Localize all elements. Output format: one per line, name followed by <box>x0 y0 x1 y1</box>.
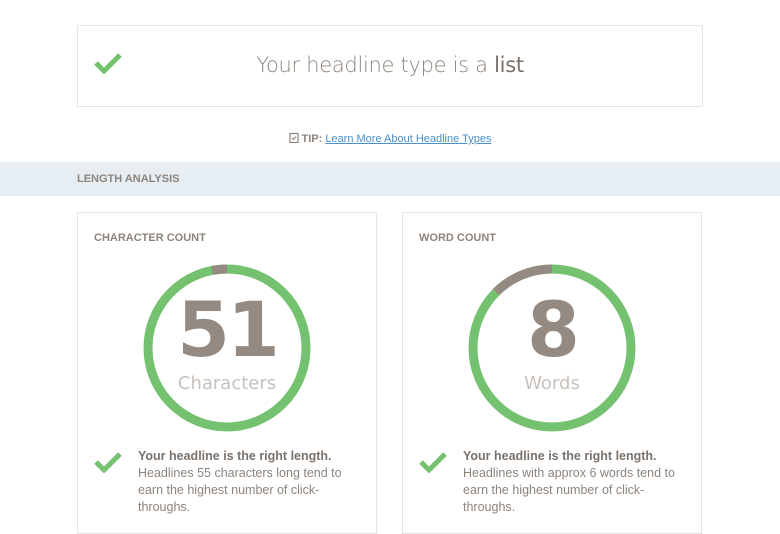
word-count-value: 8 <box>527 285 580 374</box>
card-title: WORD COUNT <box>419 232 496 244</box>
headline-types-link[interactable]: Learn More About Headline Types <box>325 133 492 145</box>
card-title: CHARACTER COUNT <box>94 232 206 244</box>
headline-type-text: Your headline type is a list <box>256 53 524 77</box>
tip-label: TIP: <box>301 133 323 145</box>
character-count-unit: Characters <box>177 373 277 394</box>
check-icon <box>94 452 122 473</box>
tip: TIP: Learn More About Headline Types <box>0 132 780 146</box>
character-count-card: CHARACTER COUNT 51 Characters Your headl… <box>77 212 377 534</box>
character-ring <box>143 264 311 432</box>
word-count-card: WORD COUNT 8 Words Your headline is the … <box>402 212 702 534</box>
character-count-value: 51 <box>177 285 280 374</box>
headline-type-panel: Your headline type is a list <box>77 25 703 107</box>
ring-gray-arc <box>468 264 636 432</box>
check-icon <box>419 452 447 473</box>
check-icon <box>94 53 122 74</box>
length-message: Your headline is the right length. Headli… <box>463 449 675 514</box>
length-message: Your headline is the right length. Headli… <box>138 449 342 514</box>
word-ring <box>468 264 636 432</box>
word-count-unit: Words <box>524 373 580 394</box>
clipboard-check-icon <box>288 132 299 144</box>
section-title: LENGTH ANALYSIS <box>77 173 180 185</box>
section-header: LENGTH ANALYSIS <box>0 162 780 196</box>
